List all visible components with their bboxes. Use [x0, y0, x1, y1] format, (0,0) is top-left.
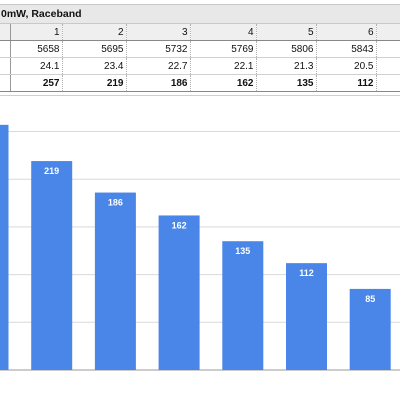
data-label: 135	[235, 246, 250, 256]
table-cell[interactable]: 5843	[316, 40, 377, 58]
table-cell[interactable]: 23.4	[62, 57, 127, 75]
data-label: 112	[299, 268, 314, 278]
data-label: 219	[44, 166, 59, 176]
table-cell[interactable]: 5769	[190, 40, 257, 58]
table-cell[interactable]: 5658	[10, 40, 63, 58]
data-label: 186	[108, 198, 123, 208]
chart-bar[interactable]	[349, 288, 391, 370]
data-table: 1 2 3 4 5 6 5658 5695 5732 5769 5806 584…	[0, 24, 400, 92]
table-cell[interactable]: 20.5	[316, 57, 377, 75]
column-header[interactable]: 2	[62, 24, 127, 41]
row-label-cell	[0, 40, 11, 58]
row-label-cell	[0, 57, 11, 75]
column-header-row: 1 2 3 4 5 6	[0, 24, 400, 41]
data-label: 162	[172, 220, 187, 230]
data-label: 85	[365, 294, 375, 304]
spreadsheet: 0mW, Raceband 1 2 3 4 5 6 5658 5695	[0, 0, 400, 92]
column-header[interactable]: 4	[190, 24, 257, 41]
empty-cell[interactable]	[376, 24, 400, 41]
sheet-title-row[interactable]: 0mW, Raceband	[0, 4, 400, 24]
chart-bar[interactable]	[94, 192, 136, 370]
bar-chart[interactable]: 25721918616213511285	[0, 95, 400, 400]
table-cell[interactable]: 5732	[126, 40, 191, 58]
table-cell[interactable]: 22.1	[190, 57, 257, 75]
table-cell[interactable]: 162	[190, 74, 257, 92]
column-header[interactable]: 3	[126, 24, 191, 41]
table-cell[interactable]: 5695	[62, 40, 127, 58]
chart-bar[interactable]	[158, 215, 200, 370]
column-header[interactable]: 5	[256, 24, 317, 41]
column-header[interactable]: 1	[10, 24, 63, 41]
chart-bar[interactable]	[222, 241, 264, 370]
empty-cell[interactable]	[376, 57, 400, 75]
table-cell[interactable]: 135	[256, 74, 317, 92]
table-cell[interactable]: 22.7	[126, 57, 191, 75]
table-cell[interactable]: 186	[126, 74, 191, 92]
chart-bar[interactable]	[286, 263, 327, 370]
chart-bar[interactable]	[31, 161, 73, 370]
table-row: 24.1 23.4 22.7 22.1 21.3 20.5	[0, 57, 400, 75]
empty-cell[interactable]	[376, 74, 400, 92]
row-label-cell	[0, 24, 11, 41]
table-cell[interactable]: 21.3	[256, 57, 317, 75]
table-row: 257 219 186 162 135 112	[0, 74, 400, 92]
table-cell[interactable]: 219	[62, 74, 127, 92]
table-cell[interactable]: 24.1	[10, 57, 63, 75]
chart-area[interactable]	[0, 95, 400, 401]
table-row: 5658 5695 5732 5769 5806 5843	[0, 40, 400, 58]
column-header[interactable]: 6	[316, 24, 377, 41]
row-label-cell	[0, 74, 11, 92]
table-cell[interactable]: 5806	[256, 40, 317, 58]
table-cell[interactable]: 112	[316, 74, 377, 92]
empty-cell[interactable]	[376, 40, 400, 58]
sheet-title: 0mW, Raceband	[1, 8, 82, 20]
chart-bar[interactable]	[0, 124, 9, 371]
table-cell[interactable]: 257	[10, 74, 63, 92]
